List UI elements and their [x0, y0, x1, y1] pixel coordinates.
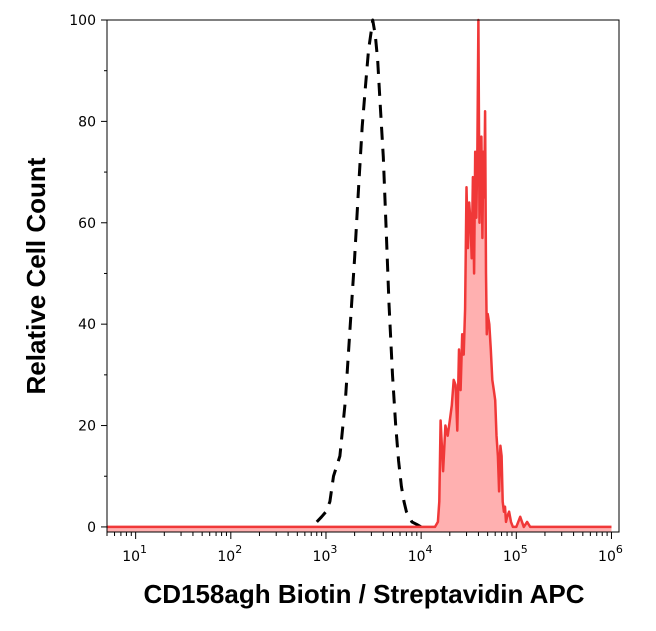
- x-axis-title: CD158agh Biotin / Streptavidin APC: [143, 579, 584, 609]
- axes-layer: 101 102 103 104 105 106 0 20 40 60 80 100: [69, 13, 623, 565]
- x-tick-label: 101: [122, 543, 147, 565]
- y-tick-label: 60: [78, 216, 96, 232]
- series-1-area: [107, 20, 612, 532]
- x-tick-label: 103: [313, 543, 338, 565]
- x-tick-label: 102: [217, 543, 242, 565]
- y-tick-label: 100: [69, 13, 96, 29]
- y-tick-label: 80: [78, 114, 96, 130]
- y-tick-label: 20: [78, 419, 96, 435]
- series-layer: [107, 18, 612, 532]
- y-tick-label: 40: [78, 317, 96, 333]
- x-tick-label: 106: [598, 543, 623, 565]
- plot-frame: [106, 19, 620, 533]
- y-axis-title: Relative Cell Count: [21, 157, 51, 394]
- series-0-line: [315, 18, 422, 529]
- series-1-line: [107, 18, 612, 529]
- x-tick-label: 104: [408, 543, 433, 565]
- x-tick-label: 105: [503, 543, 528, 565]
- y-tick-label: 0: [87, 520, 96, 536]
